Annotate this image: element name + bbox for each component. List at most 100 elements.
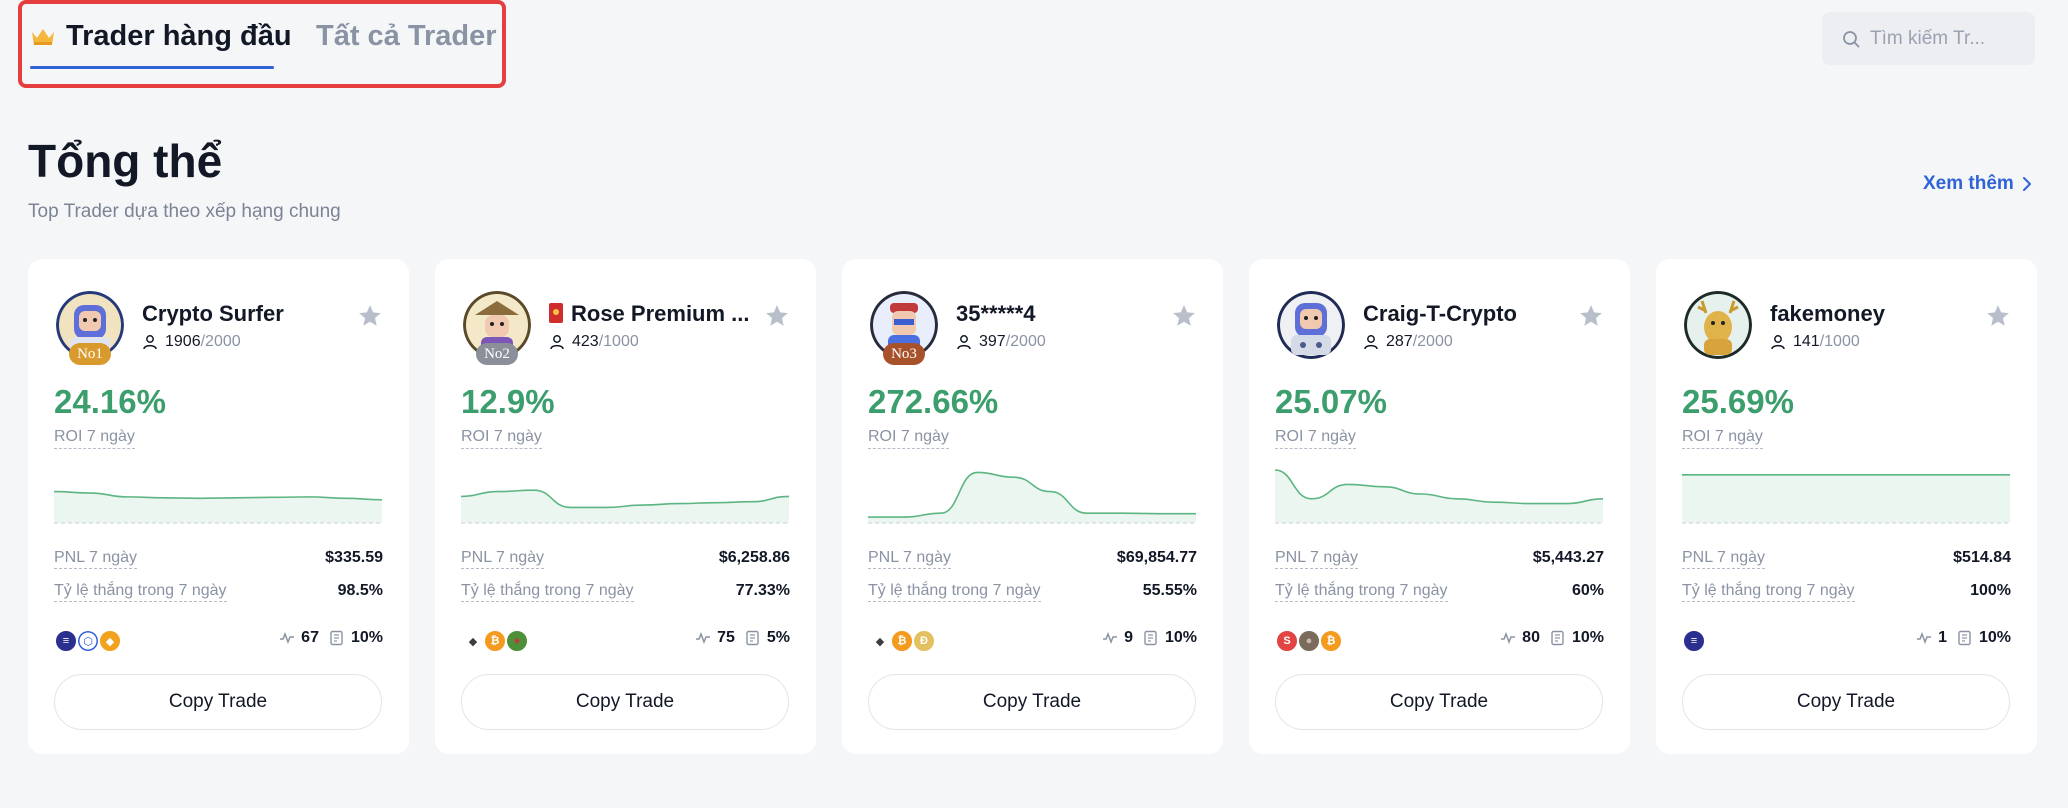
roi-label: ROI 7 ngày (1682, 428, 1763, 449)
tab-all-traders[interactable]: Tất cả Trader (316, 20, 497, 52)
win-rate-label: Tỷ lệ thắng trong 7 ngày (1275, 582, 1448, 602)
rank-badge: No3 (883, 343, 925, 365)
flag-icon (549, 303, 563, 323)
pnl-value: $69,854.77 (1116, 549, 1197, 566)
avatar[interactable] (1277, 291, 1345, 359)
roi-sparkline (868, 471, 1196, 524)
trade-count: 80 (1522, 629, 1540, 646)
sparkline-line (1275, 469, 1603, 505)
roi-sparkline (1275, 469, 1603, 524)
activity-icon (1501, 632, 1516, 644)
search-icon (1843, 30, 1860, 47)
star-icon[interactable] (1171, 303, 1197, 329)
user-icon (1771, 335, 1785, 350)
win-rate-value: 100% (1970, 582, 2011, 599)
followers-current: 287 (1386, 333, 1413, 350)
trader-name-label: 35*****4 (956, 301, 1036, 326)
follower-count: 287/2000 (1363, 333, 1453, 351)
activity-icon (280, 632, 295, 644)
roi-value: 25.07% (1275, 383, 1387, 420)
tabs-highlight-box (18, 0, 506, 88)
trader-card: fakemoney 141/1000 25.69% ROI 7 ngày PNL 7 n… (1656, 259, 2037, 754)
avatar[interactable]: No1 (56, 291, 124, 365)
shib-icon: ◆ (98, 629, 122, 653)
copy-trade-button[interactable]: Copy Trade (1275, 674, 1603, 730)
copy-trade-button[interactable]: Copy Trade (54, 674, 382, 730)
followers-current: 397 (979, 333, 1006, 350)
see-more-link[interactable]: Xem thêm (1923, 173, 2032, 195)
activity-icon (1917, 632, 1932, 644)
trader-name[interactable]: Crypto Surfer (142, 301, 284, 327)
roi-value: 24.16% (54, 383, 166, 420)
follower-count: 141/1000 (1770, 333, 1860, 351)
trader-name[interactable]: Craig-T-Crypto (1363, 301, 1517, 327)
avatar-coin-icon: ● (1297, 629, 1321, 653)
roi-sparkline (461, 489, 789, 524)
coin-list: ◆ ₿ ● (461, 629, 529, 653)
profit-share: 10% (350, 629, 383, 646)
roi-label: ROI 7 ngày (868, 428, 949, 449)
trader-name[interactable]: 35*****4 (956, 301, 1036, 327)
sparkline-line (54, 490, 382, 501)
trade-count: 9 (1124, 629, 1133, 646)
pnl-value: $6,258.86 (718, 549, 790, 566)
profit-share: 10% (1978, 629, 2011, 646)
user-icon (143, 335, 157, 350)
followers-current: 141 (1793, 333, 1820, 350)
follower-count: 397/2000 (956, 333, 1046, 351)
followers-current: 1906 (165, 333, 201, 350)
dogecoin-icon: Ð (912, 629, 936, 653)
crown-icon (30, 23, 56, 56)
profit-share: 10% (1164, 629, 1197, 646)
sparkline-area (868, 472, 1196, 523)
sui-icon: S (1275, 629, 1299, 653)
profit-share: 5% (766, 629, 790, 646)
search-box[interactable] (1822, 12, 2035, 65)
user-icon (1364, 335, 1378, 350)
win-rate-label: Tỷ lệ thắng trong 7 ngày (1682, 582, 1855, 602)
star-icon[interactable] (1578, 303, 1604, 329)
bitcoin-icon: ₿ (1319, 629, 1343, 653)
roi-sparkline (1682, 474, 2010, 524)
activity-icon (1103, 632, 1118, 644)
tab-top-traders[interactable]: Trader hàng đầu (30, 20, 292, 56)
roi-label: ROI 7 ngày (461, 428, 542, 449)
profit-share-icon (1551, 630, 1564, 646)
profit-share-icon (1144, 630, 1157, 646)
avatar[interactable] (1684, 291, 1752, 359)
sparkline-area (1682, 474, 2010, 523)
win-rate-value: 60% (1571, 582, 1604, 599)
solana-icon: ≡ (54, 629, 78, 653)
star-icon[interactable] (357, 303, 383, 329)
roi-label: ROI 7 ngày (1275, 428, 1356, 449)
sparkline-line (868, 471, 1196, 518)
copy-trade-button[interactable]: Copy Trade (461, 674, 789, 730)
trader-name-label: Craig-T-Crypto (1363, 301, 1517, 326)
star-icon[interactable] (1985, 303, 2011, 329)
avatar[interactable]: No3 (870, 291, 938, 365)
chainlink-icon: ⬡ (76, 629, 100, 653)
copy-trade-button[interactable]: Copy Trade (1682, 674, 2010, 730)
profit-share-icon (746, 630, 759, 646)
ethereum-icon: ◆ (868, 629, 892, 653)
trade-count: 75 (717, 629, 735, 646)
coin-list: ◆ ₿ Ð (868, 629, 936, 653)
avatar[interactable]: No2 (463, 291, 531, 365)
copy-trade-button[interactable]: Copy Trade (868, 674, 1196, 730)
star-icon[interactable] (764, 303, 790, 329)
sparkline-area (54, 491, 382, 523)
section-title: Tổng thể (28, 135, 223, 187)
search-input[interactable] (1870, 27, 2030, 50)
pnl-value: $5,443.27 (1532, 549, 1604, 566)
win-rate-value: 77.33% (735, 582, 790, 599)
coin-list: ≡ ⬡ ◆ (54, 629, 122, 653)
rank-badge: No1 (69, 343, 111, 365)
win-rate-label: Tỷ lệ thắng trong 7 ngày (54, 582, 227, 602)
trader-name[interactable]: Rose Premium ... (549, 301, 750, 327)
coin-list: ≡ (1682, 629, 1706, 653)
trader-name[interactable]: fakemoney (1770, 301, 1885, 327)
bitcoin-icon: ₿ (483, 629, 507, 653)
pnl-value: $335.59 (325, 549, 383, 566)
coin-list: S ● ₿ (1275, 629, 1343, 653)
pnl-value: $514.84 (1953, 549, 2011, 566)
